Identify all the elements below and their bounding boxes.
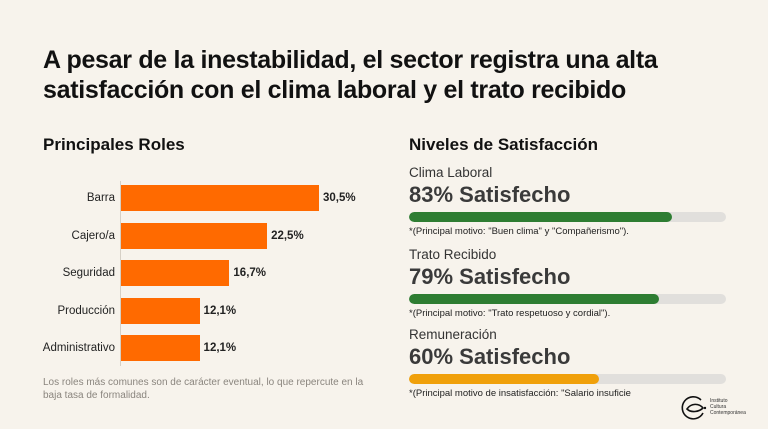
bar-row: Seguridad 16,7% bbox=[30, 260, 390, 286]
logo: Instituto Cultura Contemporánea bbox=[679, 393, 768, 423]
satisfaction-item: Remuneración 60% Satisfecho *(Principal mo… bbox=[409, 327, 739, 399]
bar-value-label: 22,5% bbox=[271, 229, 304, 242]
logo-line-2: Cultura bbox=[710, 404, 727, 410]
satisfaction-note: *(Principal motivo: "Trato respetuoso y … bbox=[409, 308, 611, 319]
satisfaction-note: *(Principal motivo de insatisfacción: "S… bbox=[409, 388, 631, 399]
satisfaction-value: 60% Satisfecho bbox=[409, 344, 571, 369]
bar-row: Administrativo 12,1% bbox=[30, 335, 390, 361]
page-title: A pesar de la inestabilidad, el sector r… bbox=[43, 46, 658, 104]
logo-text: Instituto Cultura Contemporánea bbox=[710, 398, 746, 416]
roles-heading: Principales Roles bbox=[43, 135, 185, 154]
bar bbox=[121, 185, 319, 211]
roles-footnote: Los roles más comunes son de carácter ev… bbox=[43, 377, 364, 401]
bar-row: Cajero/a 22,5% bbox=[30, 222, 390, 249]
bar bbox=[121, 297, 200, 324]
progress-track bbox=[409, 294, 726, 304]
satisfaction-label: Clima Laboral bbox=[409, 165, 493, 180]
bar-category-label: Barra bbox=[86, 192, 115, 204]
bar-row: Barra 30,5% bbox=[30, 185, 390, 211]
bar-category-label: Cajero/a bbox=[71, 229, 115, 242]
satisfaction-label: Remuneración bbox=[409, 327, 497, 342]
satisfaction-item: Clima Laboral 83% Satisfecho *(Principal m… bbox=[409, 165, 739, 237]
bar-value-label: 30,5% bbox=[323, 192, 356, 204]
bar bbox=[121, 222, 268, 249]
bar-category-label: Producción bbox=[57, 304, 115, 317]
bar-category-label: Administrativo bbox=[42, 342, 115, 354]
progress-fill bbox=[409, 294, 660, 304]
bar-row: Producción 12,1% bbox=[30, 297, 390, 324]
progress-track bbox=[409, 374, 726, 384]
satisfaction-value: 83% Satisfecho bbox=[409, 182, 571, 207]
progress-fill bbox=[409, 212, 673, 222]
bar-value-label: 12,1% bbox=[203, 304, 237, 317]
progress-fill bbox=[409, 374, 600, 384]
logo-line-1: Instituto bbox=[710, 398, 728, 404]
progress-track bbox=[409, 212, 726, 222]
roles-bar-chart: Barra 30,5% Cajero/a 22,5% Seguridad 16,7% Pro… bbox=[30, 175, 390, 366]
satisfaction-note: *(Principal motivo: "Buen clima" y "Comp… bbox=[409, 226, 629, 237]
satisfaction-label: Trato Recibido bbox=[409, 247, 497, 262]
satisfaction-item: Trato Recibido 79% Satisfecho *(Principal … bbox=[409, 247, 739, 319]
bar bbox=[121, 260, 230, 286]
bar bbox=[121, 335, 200, 361]
bar-category-label: Seguridad bbox=[62, 267, 115, 279]
bar-value-label: 12,1% bbox=[203, 342, 237, 354]
bar-value-label: 16,7% bbox=[233, 267, 267, 279]
satisfaction-heading: Niveles de Satisfacción bbox=[409, 135, 598, 154]
satisfaction-value: 79% Satisfecho bbox=[409, 264, 571, 289]
y-axis-line bbox=[120, 181, 121, 366]
logo-line-3: Contemporánea bbox=[710, 410, 746, 416]
logo-icon bbox=[681, 396, 707, 420]
